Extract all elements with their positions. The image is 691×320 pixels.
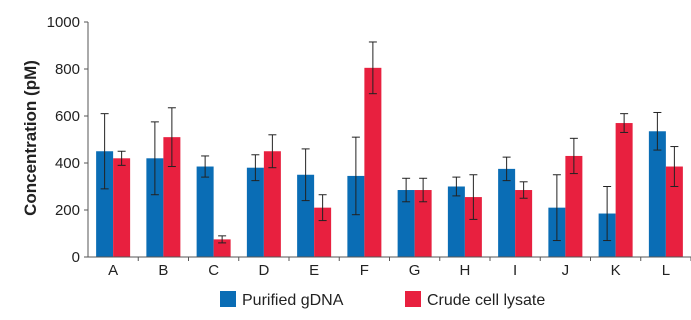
bar-purified-gdna	[246, 167, 264, 257]
bar-crude-cell-lysate	[113, 158, 131, 257]
bar-purified-gdna	[96, 151, 114, 257]
bar-purified-gdna	[196, 166, 214, 257]
bar-crude-cell-lysate	[364, 67, 382, 257]
legend-label-purified-gdna: Purified gDNA	[242, 292, 344, 309]
y-axis-label: Concentration (pM)	[21, 60, 40, 216]
bar-crude-cell-lysate	[615, 123, 633, 257]
bar-crude-cell-lysate	[665, 166, 683, 257]
bar-crude-cell-lysate	[263, 151, 281, 257]
x-tick-label: D	[258, 262, 269, 279]
bar-purified-gdna	[297, 174, 315, 257]
x-tick-label: F	[360, 262, 369, 279]
x-tick-label: L	[662, 262, 670, 279]
bar-purified-gdna	[146, 158, 164, 257]
x-tick-label: K	[611, 262, 621, 279]
bar-crude-cell-lysate	[464, 197, 482, 257]
x-tick-label: C	[208, 262, 219, 279]
bar-crude-cell-lysate	[515, 190, 533, 257]
bar-purified-gdna	[347, 175, 365, 257]
bar-crude-cell-lysate	[163, 137, 181, 257]
bars-layer	[96, 41, 683, 257]
x-tick-label: J	[562, 262, 570, 279]
x-tick-label: G	[409, 262, 421, 279]
bar-crude-cell-lysate	[314, 207, 332, 257]
y-tick-label: 1000	[47, 14, 80, 31]
bar-crude-cell-lysate	[213, 239, 231, 257]
y-tick-label: 800	[55, 61, 80, 78]
legend-swatch-crude-cell-lysate	[405, 291, 421, 307]
x-tick-label: E	[309, 262, 319, 279]
bar-crude-cell-lysate	[565, 155, 583, 257]
y-tick-label: 600	[55, 108, 80, 125]
y-tick-label: 400	[55, 155, 80, 172]
bar-purified-gdna	[397, 190, 415, 257]
bar-crude-cell-lysate	[414, 190, 432, 257]
legend-label-crude-cell-lysate: Crude cell lysate	[427, 292, 545, 309]
x-tick-label: B	[158, 262, 168, 279]
y-tick-label: 200	[55, 202, 80, 219]
legend: Purified gDNA Crude cell lysate	[220, 291, 545, 309]
bar-purified-gdna	[447, 186, 465, 257]
axes-layer: 0 200 400 600 800 1000 A B C D E F G H I J K L	[47, 14, 691, 279]
y-tick-label: 0	[72, 249, 80, 266]
x-tick-label: A	[108, 262, 118, 279]
legend-swatch-purified-gdna	[220, 291, 236, 307]
bar-purified-gdna	[648, 131, 666, 257]
x-tick-label: H	[459, 262, 470, 279]
bar-purified-gdna	[498, 168, 516, 257]
x-tick-label: I	[513, 262, 517, 279]
